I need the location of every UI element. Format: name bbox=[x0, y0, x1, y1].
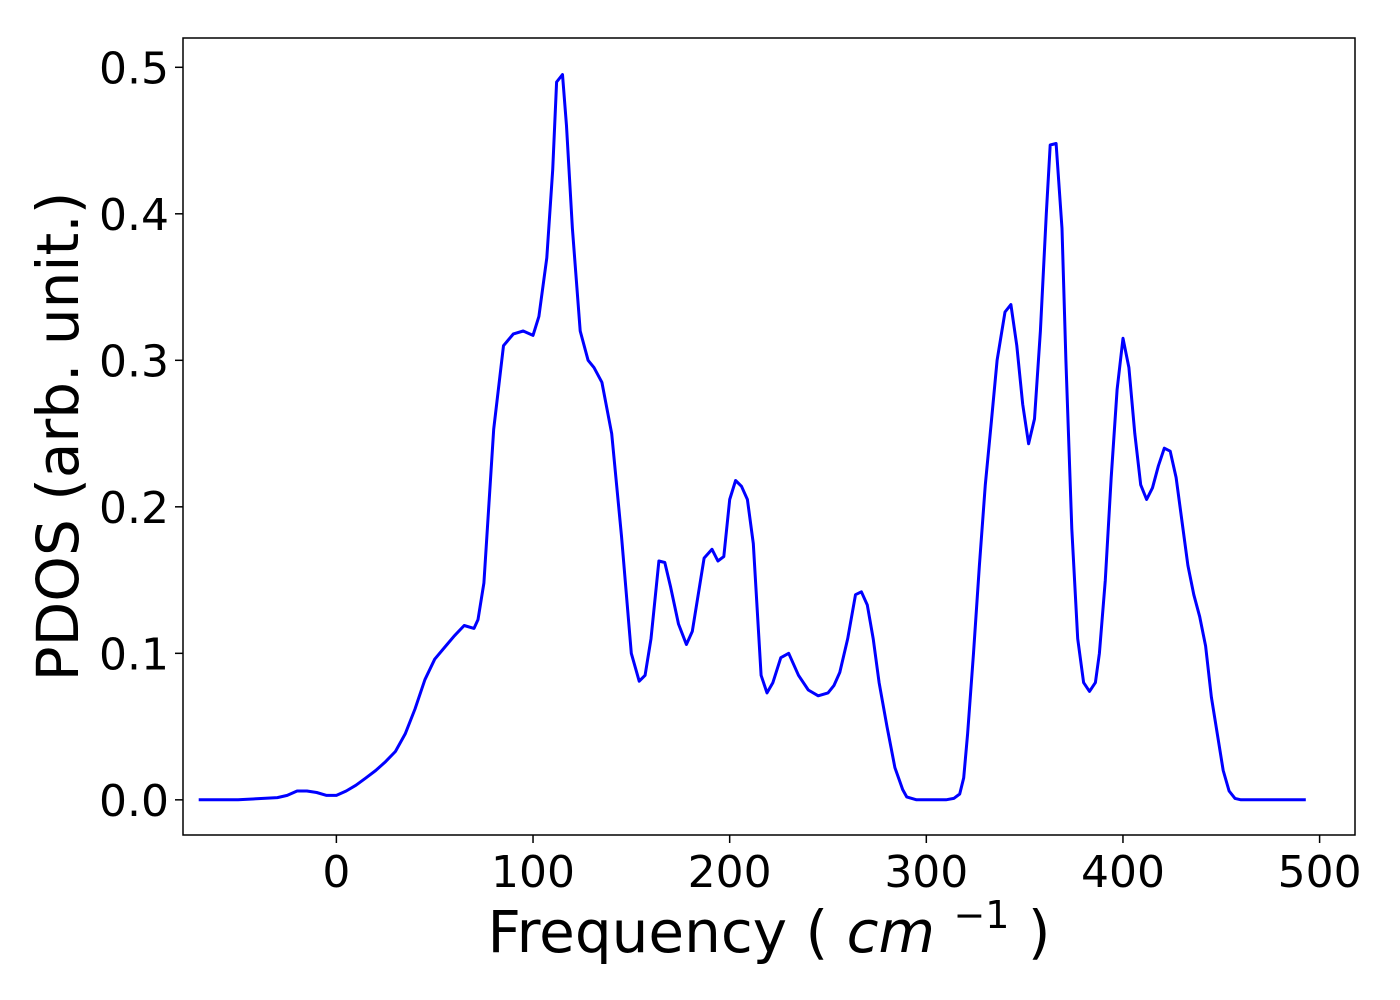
pdos-series-line bbox=[198, 73, 1306, 802]
y-tick-label: 0.3 bbox=[99, 336, 169, 387]
y-tick-label: 0.5 bbox=[99, 43, 169, 94]
x-axis-label-paren-open: ( bbox=[806, 898, 829, 966]
x-tick-label: 200 bbox=[688, 847, 772, 898]
y-tick-label: 0.1 bbox=[99, 629, 169, 680]
y-tick-label: 0.0 bbox=[99, 776, 169, 827]
y-axis-ticks: 0.0 0.1 0.2 0.3 0.4 0.5 bbox=[99, 43, 183, 827]
plot-area-frame bbox=[182, 37, 1356, 836]
x-axis-label-paren-close: ) bbox=[1028, 898, 1051, 966]
x-axis-label-unit: cm bbox=[847, 898, 935, 966]
x-tick-label: 400 bbox=[1081, 847, 1165, 898]
y-tick-label: 0.4 bbox=[99, 190, 169, 241]
x-tick-label: 0 bbox=[322, 847, 350, 898]
x-tick-label: 300 bbox=[884, 847, 968, 898]
x-axis-label: Frequency ( cm −1 ) bbox=[487, 874, 1050, 966]
x-tick-label: 100 bbox=[491, 847, 575, 898]
x-axis-label-text: Frequency bbox=[487, 898, 787, 966]
y-tick-label: 0.2 bbox=[99, 483, 169, 534]
x-axis-ticks: 0 100 200 300 400 500 bbox=[322, 835, 1362, 898]
x-tick-label: 500 bbox=[1278, 847, 1362, 898]
y-axis-label: PDOS (arb. unit.) bbox=[24, 192, 92, 682]
x-axis-label-unit-exp: −1 bbox=[953, 893, 1009, 937]
